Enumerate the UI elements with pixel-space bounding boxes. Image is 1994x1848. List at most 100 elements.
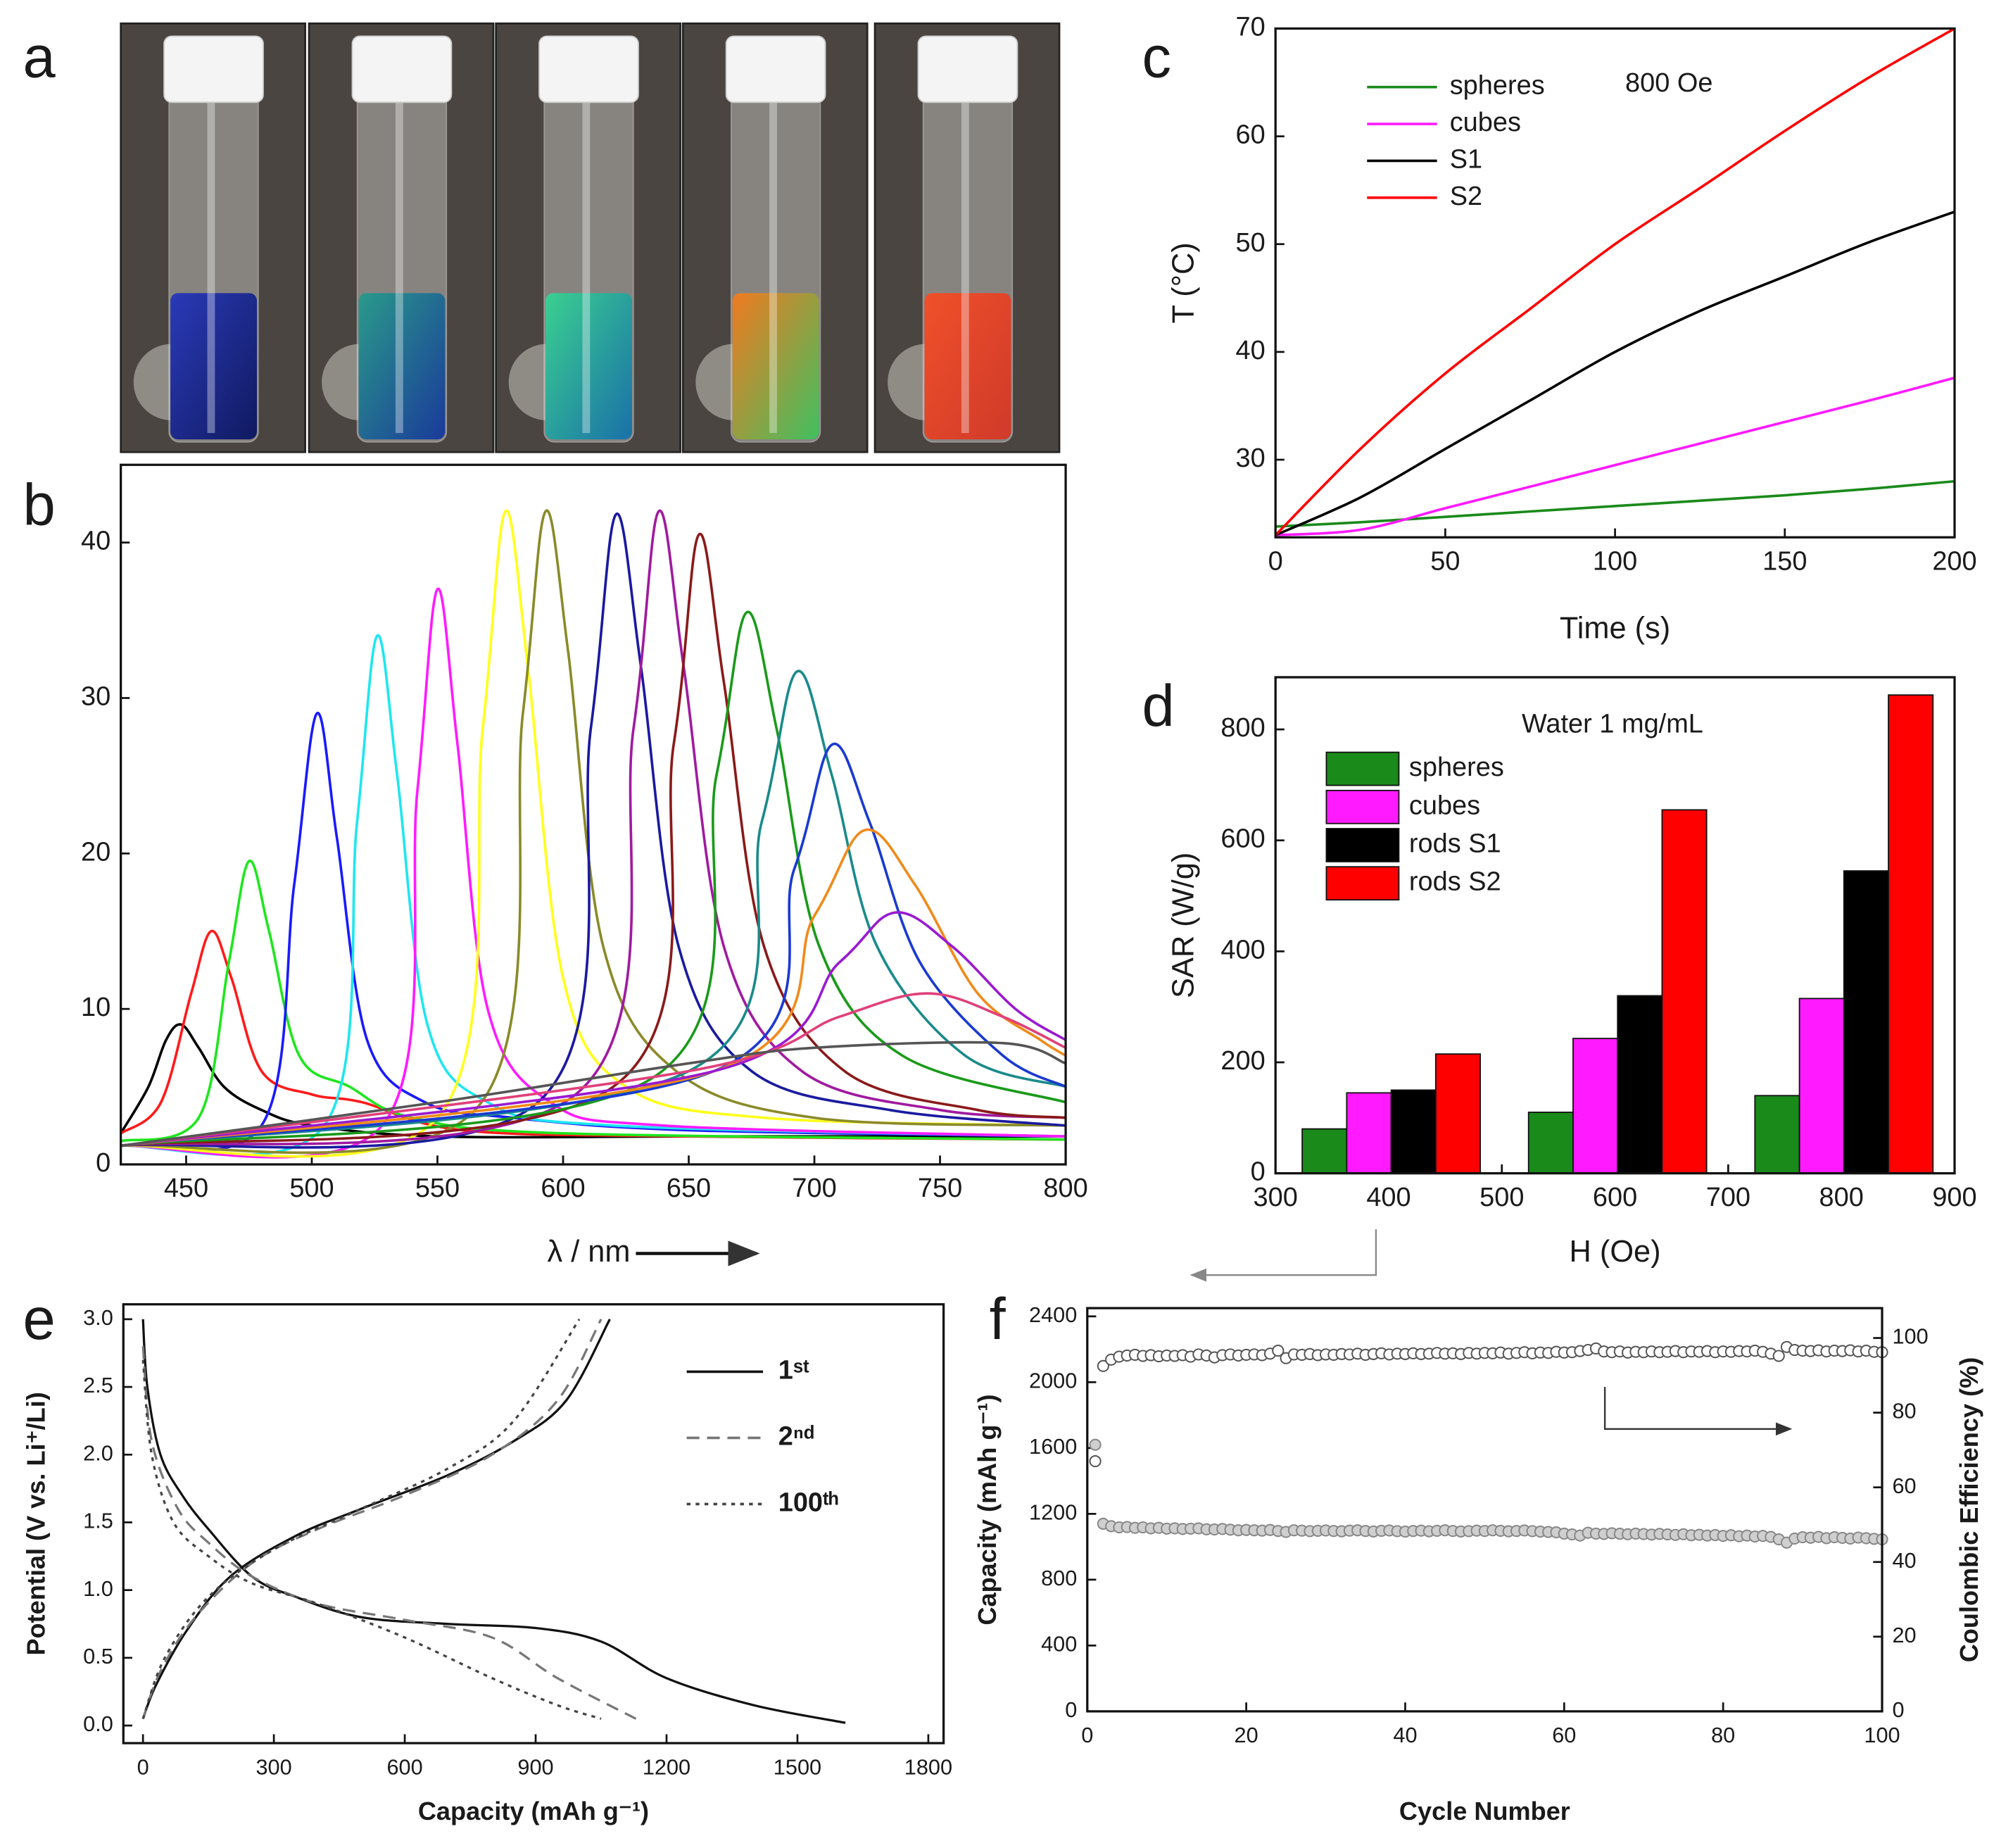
bar — [1661, 809, 1708, 1174]
legend-label: cubes — [1409, 791, 1480, 820]
line — [141, 1319, 611, 1720]
y-tick-label: 60 — [1236, 120, 1266, 150]
x-tick-label: 20 — [1235, 1723, 1258, 1747]
point — [1089, 1454, 1102, 1468]
x-tick-label: 40 — [1393, 1723, 1417, 1747]
x-tick-label: 450 — [164, 1174, 208, 1203]
y-tick-label: 1.0 — [83, 1576, 113, 1601]
y2-axis-label: Coulombic Efficiency (%) — [1955, 1357, 1983, 1663]
y-tick-label: 2.0 — [83, 1440, 113, 1465]
x-axis-label: H (Oe) — [1570, 1235, 1661, 1269]
x-tick-label: 800 — [1043, 1174, 1087, 1203]
legend-label: 1ˢᵗ — [778, 1355, 809, 1385]
vial-cap — [351, 35, 453, 103]
x-tick-label: 650 — [667, 1174, 711, 1203]
plot-frame — [1274, 27, 1956, 539]
line — [141, 1346, 637, 1720]
vial-liquid — [170, 293, 257, 440]
line — [120, 532, 1066, 1148]
point — [1272, 1345, 1285, 1357]
vial-cap — [538, 35, 639, 103]
vial-highlight — [769, 102, 777, 434]
panel-letter: d — [1142, 673, 1174, 738]
legend-swatch — [1325, 828, 1400, 862]
y-tick-label: 2000 — [1029, 1368, 1077, 1393]
y2-tick-label: 20 — [1892, 1623, 1916, 1647]
legend-swatch — [1325, 751, 1400, 786]
plot-frame — [1086, 1307, 1883, 1713]
legend-label: 100ᵗʰ — [778, 1488, 839, 1517]
y-tick-label: 0 — [1065, 1697, 1077, 1722]
x-tick-label: 1500 — [774, 1754, 821, 1779]
y-axis-label: SAR (W/g) — [1166, 853, 1200, 998]
legend-label: rods S1 — [1409, 829, 1501, 858]
x-tick-label: 600 — [1593, 1183, 1637, 1212]
point — [1097, 1359, 1109, 1372]
legend-label: rods S2 — [1409, 867, 1501, 897]
vial-highlight — [582, 102, 591, 434]
x-tick-label: 900 — [1932, 1183, 1976, 1212]
bar — [1888, 694, 1934, 1174]
y2-tick-label: 0 — [1892, 1697, 1904, 1722]
x-tick-label: 1800 — [904, 1754, 952, 1779]
line — [1275, 210, 1955, 536]
line — [120, 509, 1066, 1148]
line — [120, 634, 1066, 1157]
line — [120, 1041, 1066, 1148]
bar — [1798, 998, 1845, 1174]
annotation-arrow — [1603, 1387, 1793, 1436]
vial-cap — [917, 35, 1018, 103]
y-tick-label: 400 — [1220, 935, 1265, 964]
vial-cap — [725, 35, 826, 103]
x-axis-label: Cycle Number — [1399, 1797, 1570, 1825]
bar — [1390, 1089, 1437, 1174]
y-tick-label: 20 — [81, 837, 111, 867]
panel-letter: e — [23, 1286, 56, 1352]
y-tick-label: 1200 — [1029, 1500, 1077, 1524]
x-tick-label: 600 — [386, 1754, 422, 1779]
line — [1275, 479, 1955, 528]
x-tick-label: 800 — [1819, 1183, 1864, 1212]
x-axis-label: Time (s) — [1560, 612, 1670, 646]
y-tick-label: 0 — [96, 1148, 111, 1178]
x-tick-label: 1200 — [643, 1754, 690, 1779]
x-tick-label: 750 — [918, 1174, 962, 1203]
line — [141, 1319, 602, 1719]
annotation: 800 Oe — [1625, 68, 1712, 98]
line — [120, 992, 1066, 1148]
vial-liquid — [732, 293, 819, 440]
line — [120, 610, 1066, 1148]
line — [141, 1319, 846, 1724]
point — [1089, 1438, 1102, 1451]
bar — [1434, 1053, 1481, 1174]
vial-highlight — [961, 102, 969, 434]
annotation-arrow — [1190, 1229, 1377, 1282]
line — [120, 509, 1066, 1158]
y2-tick-label: 60 — [1892, 1473, 1916, 1498]
y-axis-label: Capacity (mAh g⁻¹) — [973, 1394, 1002, 1625]
y-tick-label: 200 — [1220, 1046, 1265, 1076]
y2-tick-label: 100 — [1892, 1324, 1928, 1349]
bar — [1754, 1095, 1800, 1174]
x-tick-label: 600 — [541, 1174, 585, 1203]
vial-liquid — [545, 293, 632, 440]
x-tick-label: 60 — [1552, 1723, 1576, 1747]
x-tick-label: 500 — [1479, 1183, 1524, 1212]
plot-frame — [120, 463, 1067, 1166]
x-tick-label: 80 — [1711, 1723, 1735, 1747]
y-tick-label: 2400 — [1029, 1302, 1077, 1327]
y-axis-label: Potential (V vs. Li⁺/Li) — [22, 1392, 51, 1655]
line — [1274, 27, 1955, 536]
line — [120, 587, 1066, 1159]
y-axis-label: T (°C) — [1166, 242, 1200, 323]
annotation: Water 1 mg/mL — [1522, 710, 1703, 739]
panel-letter: c — [1142, 24, 1171, 89]
x-axis-label: λ / nm — [547, 1235, 630, 1269]
y-tick-label: 800 — [1041, 1566, 1077, 1590]
x-axis-label: Capacity (mAh g⁻¹) — [418, 1797, 649, 1825]
y-tick-label: 3.0 — [83, 1305, 113, 1330]
panel-letter: f — [990, 1286, 1007, 1352]
legend-label: S1 — [1450, 144, 1482, 174]
bar — [1617, 995, 1663, 1174]
x-tick-label: 400 — [1366, 1183, 1411, 1212]
